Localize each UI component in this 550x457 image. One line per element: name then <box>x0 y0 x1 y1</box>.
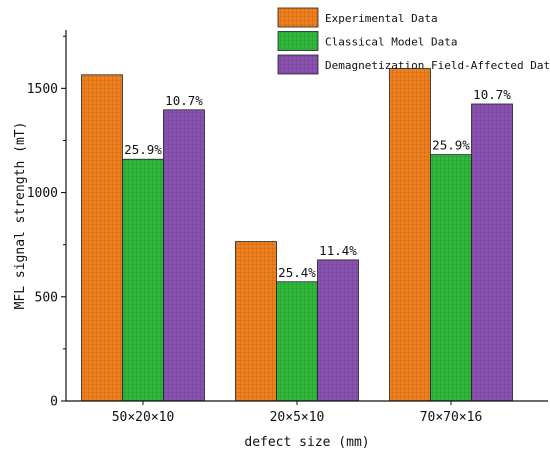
legend-swatch-1 <box>277 7 319 28</box>
y-tick-label-500: 500 <box>35 290 58 305</box>
data-label-group: 25.9% 10.7% 25.4%11.4% 25.9% 10.7% <box>124 87 511 280</box>
data-label-1: 25.9% <box>124 142 162 157</box>
data-label-6: 10.7% <box>473 87 511 102</box>
bar-3-3 <box>471 103 513 402</box>
x-tick-label-3: 70×70×16 <box>420 410 483 425</box>
bar-group <box>81 68 513 402</box>
bar-3-1 <box>163 109 205 402</box>
bar-2-1 <box>122 158 164 402</box>
legend-swatch-3 <box>277 54 319 75</box>
y-axis-title: MFL signal strength (mT) <box>13 122 28 310</box>
legend-label-1: Experimental Data <box>325 12 438 25</box>
bar-1-1 <box>81 74 123 402</box>
data-label-5: 25.9% <box>432 138 470 153</box>
bar-1-2 <box>235 241 277 402</box>
x-axis-title: defect size (mm) <box>244 435 369 450</box>
bar-1-3 <box>389 68 431 402</box>
data-label-3: 25.4% <box>278 265 316 280</box>
data-label-2: 10.7% <box>165 93 203 108</box>
bar-2-2 <box>276 281 318 402</box>
x-tick-label-2: 20×5×10 <box>270 410 325 425</box>
y-tick-label-1000: 1000 <box>27 186 58 201</box>
legend-swatch-2 <box>277 31 319 51</box>
y-tick-label-1500: 1500 <box>27 82 58 97</box>
legend-label-3: Demagnetization Field-Affected Data <box>325 59 550 72</box>
bar-3-2 <box>317 259 359 402</box>
x-tick-label-1: 50×20×10 <box>112 410 175 425</box>
axes: 0 500 1000 1500 50×20×10 20×5×10 70×70×16 <box>27 30 548 425</box>
bar-2-3 <box>430 154 472 402</box>
data-label-4: 11.4% <box>319 243 357 258</box>
legend-label-2: Classical Model Data <box>325 36 457 49</box>
y-tick-label-0: 0 <box>50 395 58 410</box>
legend: Experimental Data Classical Model Data Dem… <box>277 7 550 75</box>
